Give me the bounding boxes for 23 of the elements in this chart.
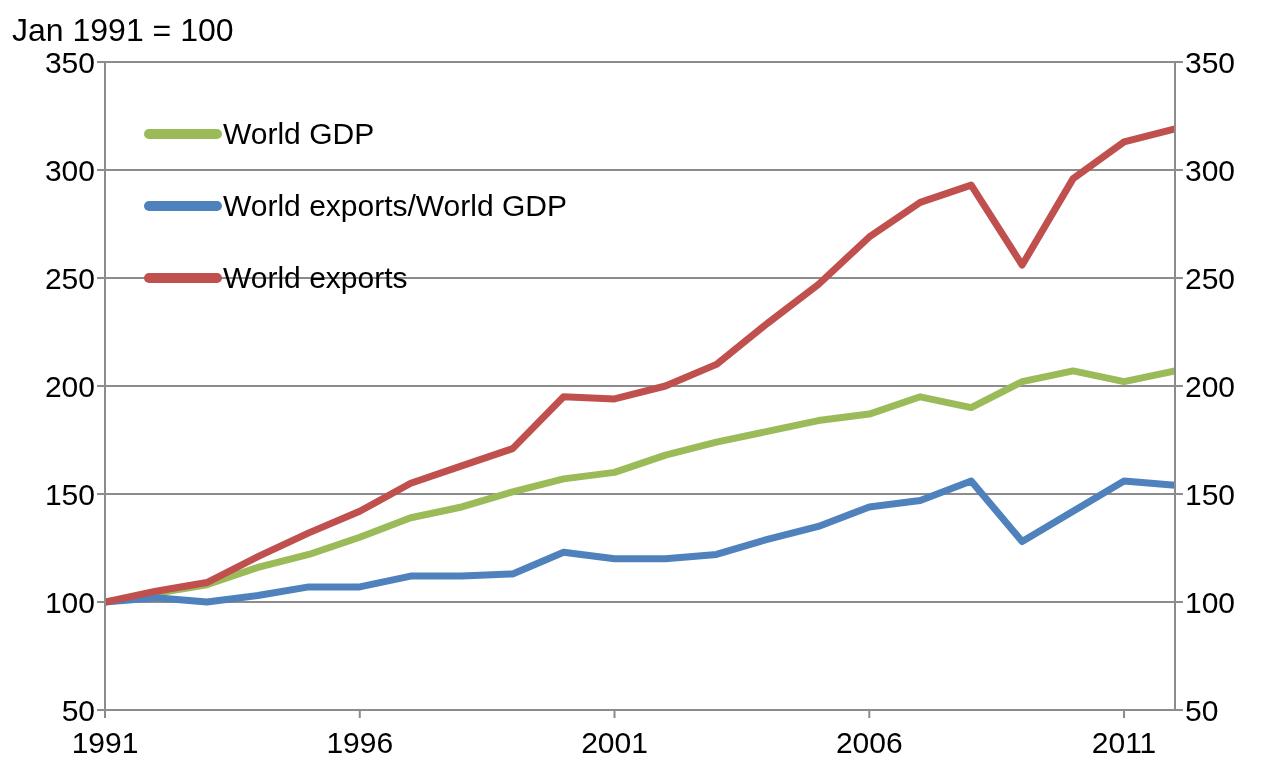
y2-tick-label: 300 (1185, 153, 1236, 187)
y-tick-label: 50 (61, 693, 95, 727)
y-tick-label: 300 (44, 153, 95, 187)
y-tick-label: 150 (44, 477, 95, 511)
y2-tick-label: 350 (1185, 45, 1236, 79)
y-tick-label: 350 (44, 45, 95, 79)
legend-label: World GDP (223, 117, 375, 151)
x-tick-label: 2006 (835, 726, 903, 760)
y2-tick-label: 150 (1185, 477, 1236, 511)
legend-label: World exports (223, 261, 408, 295)
y2-tick-label: 50 (1185, 693, 1219, 727)
y-axis-title: Jan 1991 = 100 (12, 12, 234, 48)
x-tick-label: 1991 (71, 726, 139, 760)
y2-tick-label: 100 (1185, 585, 1236, 619)
y-tick-label: 250 (44, 261, 95, 295)
x-tick-label: 2001 (581, 726, 648, 760)
legend-label: World exports/World GDP (223, 189, 567, 223)
x-tick-label: 1996 (326, 726, 394, 760)
y-tick-label: 100 (44, 585, 95, 619)
y-tick-label: 200 (44, 369, 95, 403)
y2-tick-label: 200 (1185, 369, 1236, 403)
y2-tick-label: 250 (1185, 261, 1236, 295)
x-tick-label: 2011 (1091, 726, 1157, 760)
